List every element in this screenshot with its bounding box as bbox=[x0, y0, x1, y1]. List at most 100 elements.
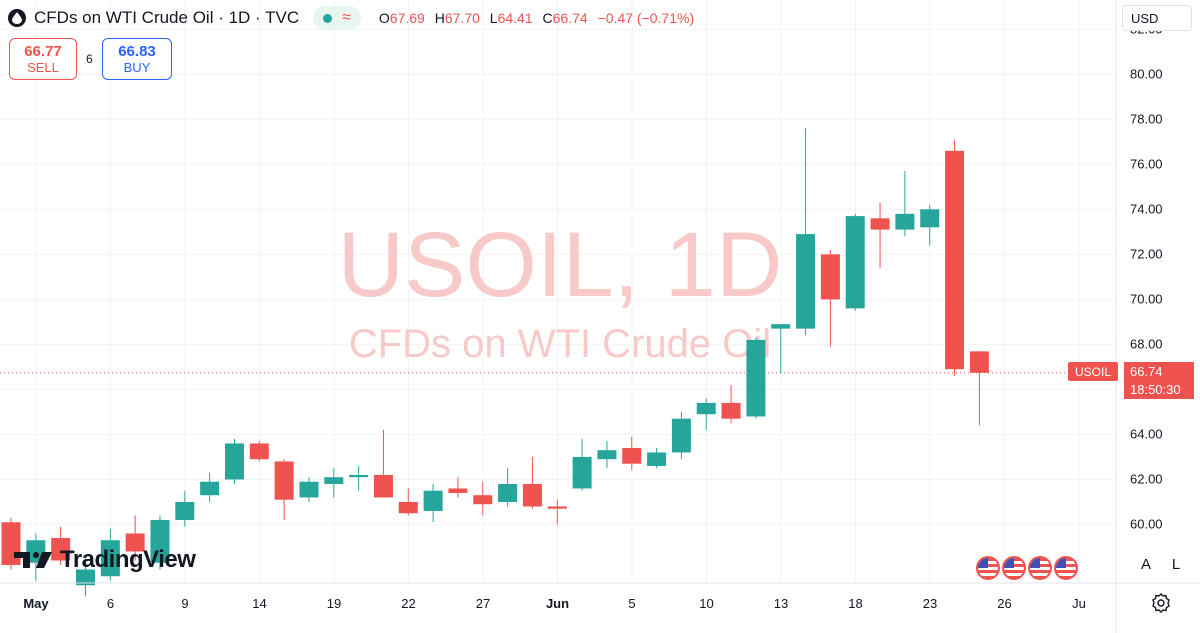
y-tick-label: 60.00 bbox=[1130, 516, 1163, 531]
spread-value: 6 bbox=[86, 52, 93, 66]
candle-body bbox=[423, 490, 443, 511]
x-tick-label: Ju bbox=[1072, 596, 1086, 611]
candle-body bbox=[895, 213, 915, 230]
candle-body bbox=[522, 483, 542, 507]
candle-body bbox=[51, 537, 71, 561]
candle-body bbox=[647, 452, 667, 466]
candle-body bbox=[796, 234, 816, 329]
candle-body bbox=[945, 150, 965, 370]
x-tick-label: 9 bbox=[181, 596, 188, 611]
candle-body bbox=[845, 216, 865, 309]
open-value: 67.69 bbox=[389, 10, 425, 26]
time-axis: May 6 9 14 19 22 27 Jun 5 10 13 18 23 26 Ju bbox=[23, 596, 1086, 611]
x-tick-label: 10 bbox=[699, 596, 713, 611]
price-tag-value: 66.74 bbox=[1130, 364, 1163, 379]
open-label: O bbox=[378, 10, 390, 26]
candle-body bbox=[671, 418, 691, 453]
candle-body bbox=[373, 474, 393, 498]
candle-body bbox=[175, 501, 195, 520]
candle-body bbox=[771, 324, 791, 329]
high-value: 67.70 bbox=[444, 10, 480, 26]
x-tick-label: 18 bbox=[848, 596, 862, 611]
buy-button[interactable]: 66.83 BUY bbox=[102, 38, 172, 80]
candle-body bbox=[150, 519, 170, 563]
currency-select[interactable]: USD bbox=[1122, 5, 1192, 31]
low-value: 64.41 bbox=[497, 10, 533, 26]
us-flag-icon[interactable] bbox=[1054, 556, 1078, 580]
candle-body bbox=[349, 474, 369, 478]
candle-body bbox=[100, 540, 120, 577]
chart-header: CFDs on WTI Crude Oil · 1D · TVC ≈ O67.6… bbox=[8, 6, 700, 30]
events-flags[interactable] bbox=[976, 556, 1078, 580]
y-tick-label: 74.00 bbox=[1130, 201, 1163, 216]
candles-layer bbox=[1, 128, 989, 597]
log-scale-button[interactable]: L bbox=[1171, 556, 1181, 573]
y-tick-label: 76.00 bbox=[1130, 156, 1163, 171]
y-tick-label: 62.00 bbox=[1130, 471, 1163, 486]
watermark-symbol: USOIL, 1D bbox=[338, 214, 783, 316]
candle-body bbox=[224, 443, 244, 480]
y-tick-label: 78.00 bbox=[1130, 111, 1163, 126]
chart-grid bbox=[0, 0, 1116, 583]
x-tick-label: May bbox=[23, 596, 49, 611]
symbol-title[interactable]: CFDs on WTI Crude Oil · 1D · TVC bbox=[34, 8, 300, 27]
candle-body bbox=[324, 477, 344, 484]
x-tick-label: 26 bbox=[997, 596, 1011, 611]
candle-body bbox=[547, 506, 567, 509]
candle-body bbox=[870, 218, 890, 230]
close-label: C bbox=[542, 10, 553, 26]
x-tick-label: 5 bbox=[628, 596, 635, 611]
gear-icon[interactable] bbox=[1150, 592, 1172, 614]
symbol-tag bbox=[1068, 362, 1118, 381]
y-tick-label: 64.00 bbox=[1130, 426, 1163, 441]
y-tick-label: 68.00 bbox=[1130, 336, 1163, 351]
x-tick-label: 23 bbox=[923, 596, 937, 611]
low-label: L bbox=[489, 10, 498, 26]
candle-body bbox=[498, 483, 518, 502]
price-tag bbox=[1124, 362, 1194, 399]
market-status-pill[interactable]: ≈ bbox=[313, 6, 361, 30]
candle-body bbox=[920, 209, 940, 228]
x-tick-label: 13 bbox=[774, 596, 788, 611]
candle-body bbox=[274, 461, 294, 500]
price-axis: 82.0080.0078.0076.0074.0072.0070.0068.00… bbox=[1130, 21, 1163, 531]
y-tick-label: 70.00 bbox=[1130, 291, 1163, 306]
last-price-label: USOIL 66.74 18:50:30 bbox=[1068, 362, 1194, 399]
candle-body bbox=[473, 495, 493, 505]
candle-body bbox=[746, 339, 766, 417]
candle-body bbox=[448, 488, 468, 493]
sell-label: SELL bbox=[27, 60, 59, 75]
approx-icon: ≈ bbox=[342, 9, 351, 26]
auto-scale-button[interactable]: A bbox=[1140, 556, 1151, 573]
candle-body bbox=[125, 533, 145, 552]
candle-body bbox=[200, 481, 220, 496]
x-tick-label: 27 bbox=[476, 596, 490, 611]
candle-body bbox=[75, 569, 95, 586]
market-open-icon bbox=[323, 13, 333, 23]
tradingview-logo-text: TradingView bbox=[60, 546, 196, 573]
x-tick-label: 6 bbox=[107, 596, 114, 611]
candle-body bbox=[597, 450, 617, 460]
x-tick-label: 14 bbox=[252, 596, 266, 611]
watermark-description: CFDs on WTI Crude Oil bbox=[349, 322, 771, 366]
x-tick-label: Jun bbox=[546, 596, 569, 611]
us-flag-icon[interactable] bbox=[976, 556, 1000, 580]
ohlc-readout: O67.69 H67.70 L64.41 C66.74 −0.47 (−0.71… bbox=[379, 10, 700, 26]
change-value: −0.47 (−0.71%) bbox=[597, 10, 695, 26]
us-flag-icon[interactable] bbox=[1002, 556, 1026, 580]
sell-button[interactable]: 66.77 SELL bbox=[9, 38, 77, 80]
tradingview-logo[interactable]: TradingView bbox=[14, 546, 196, 574]
us-flag-icon[interactable] bbox=[1028, 556, 1052, 580]
x-tick-label: 22 bbox=[401, 596, 415, 611]
buy-label: BUY bbox=[123, 60, 151, 75]
buy-price: 66.83 bbox=[118, 43, 156, 60]
price-tag-countdown: 18:50:30 bbox=[1130, 382, 1181, 397]
symbol-tag-text: USOIL bbox=[1075, 365, 1111, 379]
candle-body bbox=[622, 447, 642, 464]
high-label: H bbox=[434, 10, 445, 26]
candle-body bbox=[398, 501, 418, 514]
tradingview-logo-icon bbox=[14, 552, 52, 568]
candle-body bbox=[572, 456, 592, 489]
candle-body bbox=[249, 443, 269, 460]
